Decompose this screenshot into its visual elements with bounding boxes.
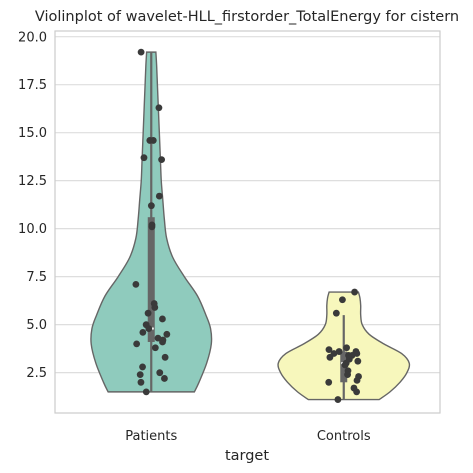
data-point xyxy=(133,340,141,348)
x-tick-labels: Patients Controls xyxy=(125,429,371,444)
data-point xyxy=(325,378,333,386)
data-point xyxy=(161,375,168,382)
data-point xyxy=(326,353,334,361)
data-point xyxy=(339,296,346,304)
data-point xyxy=(155,104,163,112)
plot-frame xyxy=(54,30,441,414)
data-point xyxy=(353,376,361,384)
data-point xyxy=(158,156,166,164)
y-tick-label: 12.5 xyxy=(18,174,47,189)
data-point xyxy=(137,48,145,56)
data-point xyxy=(325,346,333,354)
x-tick-label: Controls xyxy=(317,429,371,444)
data-point xyxy=(155,192,163,200)
data-point xyxy=(159,315,166,323)
data-point xyxy=(142,388,150,396)
data-point xyxy=(147,202,155,210)
data-point xyxy=(136,371,144,379)
data-point xyxy=(132,280,140,288)
y-tick-label: 5.0 xyxy=(26,318,47,333)
data-point xyxy=(151,344,159,352)
data-point xyxy=(332,309,340,317)
data-point xyxy=(139,328,147,336)
y-tick-label: 20.0 xyxy=(18,30,47,45)
data-point xyxy=(354,357,362,365)
data-point xyxy=(161,353,169,361)
data-point xyxy=(140,154,148,162)
data-point xyxy=(156,369,164,377)
data-point xyxy=(137,378,145,386)
x-axis-label: target xyxy=(225,448,269,464)
data-point xyxy=(159,338,166,346)
data-point xyxy=(146,137,154,144)
violin-patients xyxy=(90,48,213,396)
data-point xyxy=(139,363,146,371)
data-point xyxy=(341,361,349,369)
data-point xyxy=(335,348,343,355)
data-point xyxy=(353,388,361,396)
y-tick-label: 7.5 xyxy=(26,270,47,285)
y-tick-label: 2.5 xyxy=(26,366,47,381)
data-point xyxy=(334,396,342,403)
violin-iqr-box xyxy=(147,217,155,342)
y-tick-label: 10.0 xyxy=(18,222,47,237)
violin-controls xyxy=(277,288,411,403)
violins xyxy=(90,48,411,403)
data-point xyxy=(144,309,152,317)
chart-title: Violinplot of wavelet-HLL_firstorder_Tot… xyxy=(35,9,459,25)
y-tick-labels: 2.5 5.0 7.5 10.0 12.5 15.0 17.5 20.0 xyxy=(18,30,47,381)
x-tick-label: Patients xyxy=(125,429,177,444)
data-point xyxy=(351,288,358,296)
data-point xyxy=(343,344,350,352)
data-point xyxy=(344,371,351,379)
data-point xyxy=(163,330,171,338)
y-tick-label: 17.5 xyxy=(18,78,47,93)
data-point xyxy=(148,223,156,231)
data-point xyxy=(151,304,159,311)
y-tick-label: 15.0 xyxy=(18,126,47,141)
data-point xyxy=(145,325,153,332)
